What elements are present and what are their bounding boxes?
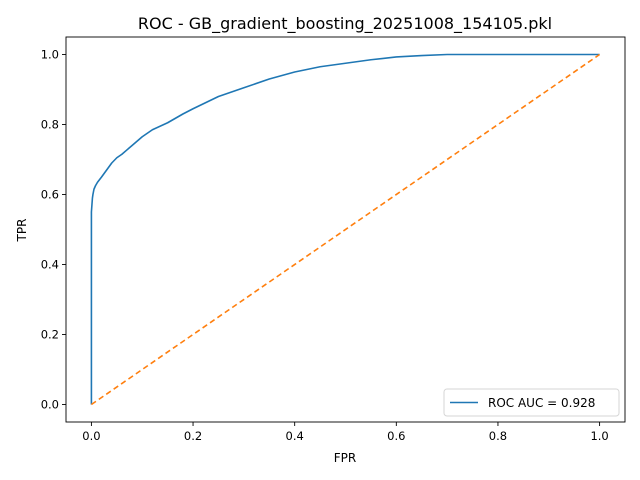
x-tick-label: 0.6: [387, 429, 405, 443]
random-baseline-line: [90, 53, 601, 406]
x-tick-label: 1.0: [590, 429, 608, 443]
x-axis-label: FPR: [334, 451, 356, 465]
x-tick-label: 0.8: [489, 429, 507, 443]
x-tick-label: 0.2: [184, 429, 202, 443]
roc-curve-line: [90, 53, 600, 405]
y-tick-label: 0.4: [41, 258, 59, 272]
legend-box: [443, 388, 620, 417]
y-axis-label: TPR: [15, 219, 29, 243]
legend-entry-label: ROC AUC = 0.928: [488, 396, 595, 410]
y-tick-label: 0.2: [41, 328, 59, 342]
x-tick-label: 0.4: [286, 429, 304, 443]
plot-frame: [65, 36, 626, 423]
y-tick-label: 0.8: [41, 118, 59, 132]
y-tick-label: 1.0: [41, 48, 59, 62]
axis-ticks: 0.0 0.2 0.4 0.6 0.8 1.0 0.0 0.2 0.4 0.6 0.8 1.0: [41, 48, 609, 444]
y-tick-label: 0.0: [41, 398, 59, 412]
y-tick-label: 0.6: [41, 188, 59, 202]
plot-area: [65, 36, 626, 423]
x-tick-label: 0.0: [82, 429, 100, 443]
legend: ROC AUC = 0.928: [443, 388, 620, 417]
chart-title: ROC - GB_gradient_boosting_20251008_1541…: [138, 14, 552, 34]
